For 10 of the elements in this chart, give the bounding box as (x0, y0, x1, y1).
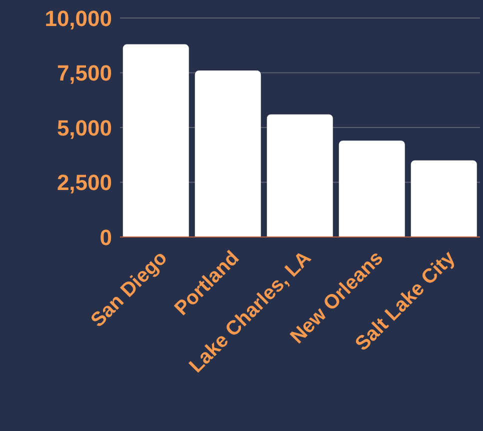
y-tick-label: 0 (100, 224, 112, 250)
bar (266, 114, 333, 237)
y-tick-label: 10,000 (44, 6, 112, 31)
bar (194, 70, 261, 237)
bar (410, 160, 477, 237)
y-tick-label: 2,500 (56, 170, 112, 196)
y-tick-label: 7,500 (56, 60, 112, 86)
bar (338, 140, 405, 237)
bar (122, 44, 189, 237)
y-tick-label: 5,000 (56, 115, 112, 140)
